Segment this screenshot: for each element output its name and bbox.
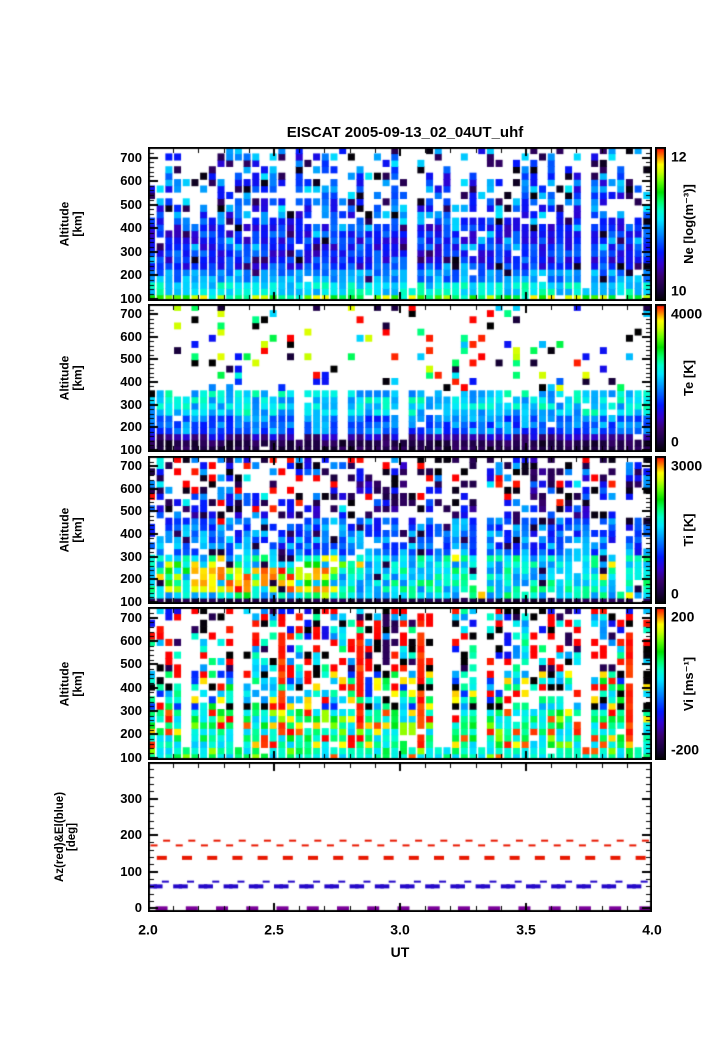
vi-y-axis-title: Altitude [km] bbox=[57, 661, 84, 706]
vi-colorbar-title: Vi [ms⁻¹] bbox=[681, 656, 697, 711]
te-y-tick-label: 700 bbox=[120, 306, 142, 322]
vi-colorbar-min-label: -200 bbox=[671, 741, 700, 758]
te-y-tick-label: 600 bbox=[120, 328, 142, 344]
azel-panel-canvas bbox=[148, 762, 652, 912]
vi-y-tick-label: 300 bbox=[120, 703, 142, 719]
te-colorbar-max-label: 4000 bbox=[671, 305, 703, 322]
vi-y-tick-label: 100 bbox=[120, 749, 142, 765]
te-y-tick-label: 100 bbox=[120, 441, 142, 457]
ti-panel-canvas bbox=[148, 456, 652, 604]
vi-panel-canvas bbox=[148, 607, 652, 760]
x-axis-title: UT bbox=[390, 944, 410, 960]
x-tick-label: 4.0 bbox=[642, 921, 662, 938]
vi-colorbar bbox=[655, 607, 666, 760]
ti-colorbar-title: Ti [K] bbox=[681, 513, 697, 547]
azel-y-axis-title: Az(red)&El(blue) [deg] bbox=[53, 791, 78, 883]
vi-y-tick-label: 600 bbox=[120, 633, 142, 649]
ne-y-tick-label: 700 bbox=[120, 149, 142, 165]
vi-y-tick-label: 200 bbox=[120, 726, 142, 742]
ne-y-axis-title: Altitude [km] bbox=[57, 201, 84, 247]
vi-y-tick-label: 700 bbox=[120, 609, 142, 625]
te-y-tick-label: 400 bbox=[120, 374, 142, 390]
ne-colorbar bbox=[655, 147, 666, 301]
te-colorbar bbox=[655, 304, 666, 452]
x-tick-label: 2.0 bbox=[138, 921, 158, 938]
vi-y-tick-label: 500 bbox=[120, 656, 142, 672]
ti-colorbar bbox=[655, 456, 666, 604]
ne-y-tick-label: 100 bbox=[120, 290, 142, 306]
ne-y-tick-label: 500 bbox=[120, 196, 142, 212]
vi-colorbar-max-label: 200 bbox=[671, 608, 695, 625]
azel-y-tick-label: 100 bbox=[120, 863, 142, 879]
te-y-tick-label: 200 bbox=[120, 419, 142, 435]
ne-y-tick-label: 300 bbox=[120, 243, 142, 259]
chart-title: EISCAT 2005-09-13_02_04UT_uhf bbox=[286, 124, 524, 141]
ti-y-tick-label: 500 bbox=[120, 503, 142, 519]
x-tick-label: 3.0 bbox=[390, 921, 410, 938]
te-panel-canvas bbox=[148, 304, 652, 452]
x-tick-label: 3.5 bbox=[516, 921, 536, 938]
ne-colorbar-min-label: 10 bbox=[671, 282, 687, 299]
ne-y-tick-label: 200 bbox=[120, 267, 142, 283]
ne-colorbar-max-label: 12 bbox=[671, 148, 687, 165]
ti-colorbar-max-label: 3000 bbox=[671, 457, 703, 474]
ne-panel-canvas bbox=[148, 147, 652, 301]
ti-y-tick-label: 700 bbox=[120, 458, 142, 474]
ne-colorbar-title: Ne [log(m⁻³)] bbox=[681, 184, 697, 264]
ti-y-tick-label: 300 bbox=[120, 548, 142, 564]
vi-y-tick-label: 400 bbox=[120, 679, 142, 695]
ti-y-tick-label: 600 bbox=[120, 480, 142, 496]
azel-y-tick-label: 0 bbox=[134, 900, 142, 916]
ti-y-tick-label: 400 bbox=[120, 526, 142, 542]
x-tick-label: 2.5 bbox=[264, 921, 284, 938]
te-colorbar-min-label: 0 bbox=[671, 433, 679, 450]
ti-y-axis-title: Altitude [km] bbox=[57, 507, 84, 553]
azel-y-tick-label: 200 bbox=[120, 827, 142, 843]
ti-y-tick-label: 100 bbox=[120, 593, 142, 609]
ne-y-tick-label: 600 bbox=[120, 173, 142, 189]
ti-colorbar-min-label: 0 bbox=[671, 585, 679, 602]
azel-y-tick-label: 300 bbox=[120, 790, 142, 806]
te-y-axis-title: Altitude [km] bbox=[57, 355, 84, 401]
te-y-tick-label: 500 bbox=[120, 351, 142, 367]
te-colorbar-title: Te [K] bbox=[681, 360, 697, 396]
ne-y-tick-label: 400 bbox=[120, 220, 142, 236]
te-y-tick-label: 300 bbox=[120, 396, 142, 412]
ti-y-tick-label: 200 bbox=[120, 571, 142, 587]
